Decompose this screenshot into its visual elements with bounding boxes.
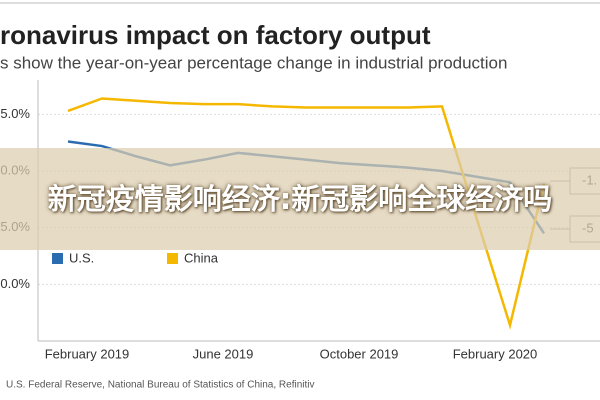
y-tick-label: 5.0%	[0, 106, 30, 121]
overlay-banner: 新冠疫情影响经济:新冠影响全球经济吗	[0, 148, 600, 250]
legend-swatch	[167, 253, 178, 264]
chart-title: ronavirus impact on factory output	[0, 20, 431, 50]
overlay-title: 新冠疫情影响经济:新冠影响全球经济吗	[47, 182, 553, 216]
source: U.S. Federal Reserve, National Bureau of…	[6, 380, 314, 391]
legend-label: U.S.	[69, 250, 94, 265]
chart-subtitle: s show the year-on-year percentage chang…	[0, 53, 507, 72]
x-tick-label: June 2019	[193, 346, 254, 361]
y-tick-label: 0.0%	[0, 276, 30, 291]
legend-swatch	[52, 253, 63, 264]
x-tick-label: February 2020	[453, 346, 538, 361]
x-tick-label: February 2019	[45, 346, 130, 361]
x-tick-label: October 2019	[320, 346, 399, 361]
legend-label: China	[184, 250, 219, 265]
